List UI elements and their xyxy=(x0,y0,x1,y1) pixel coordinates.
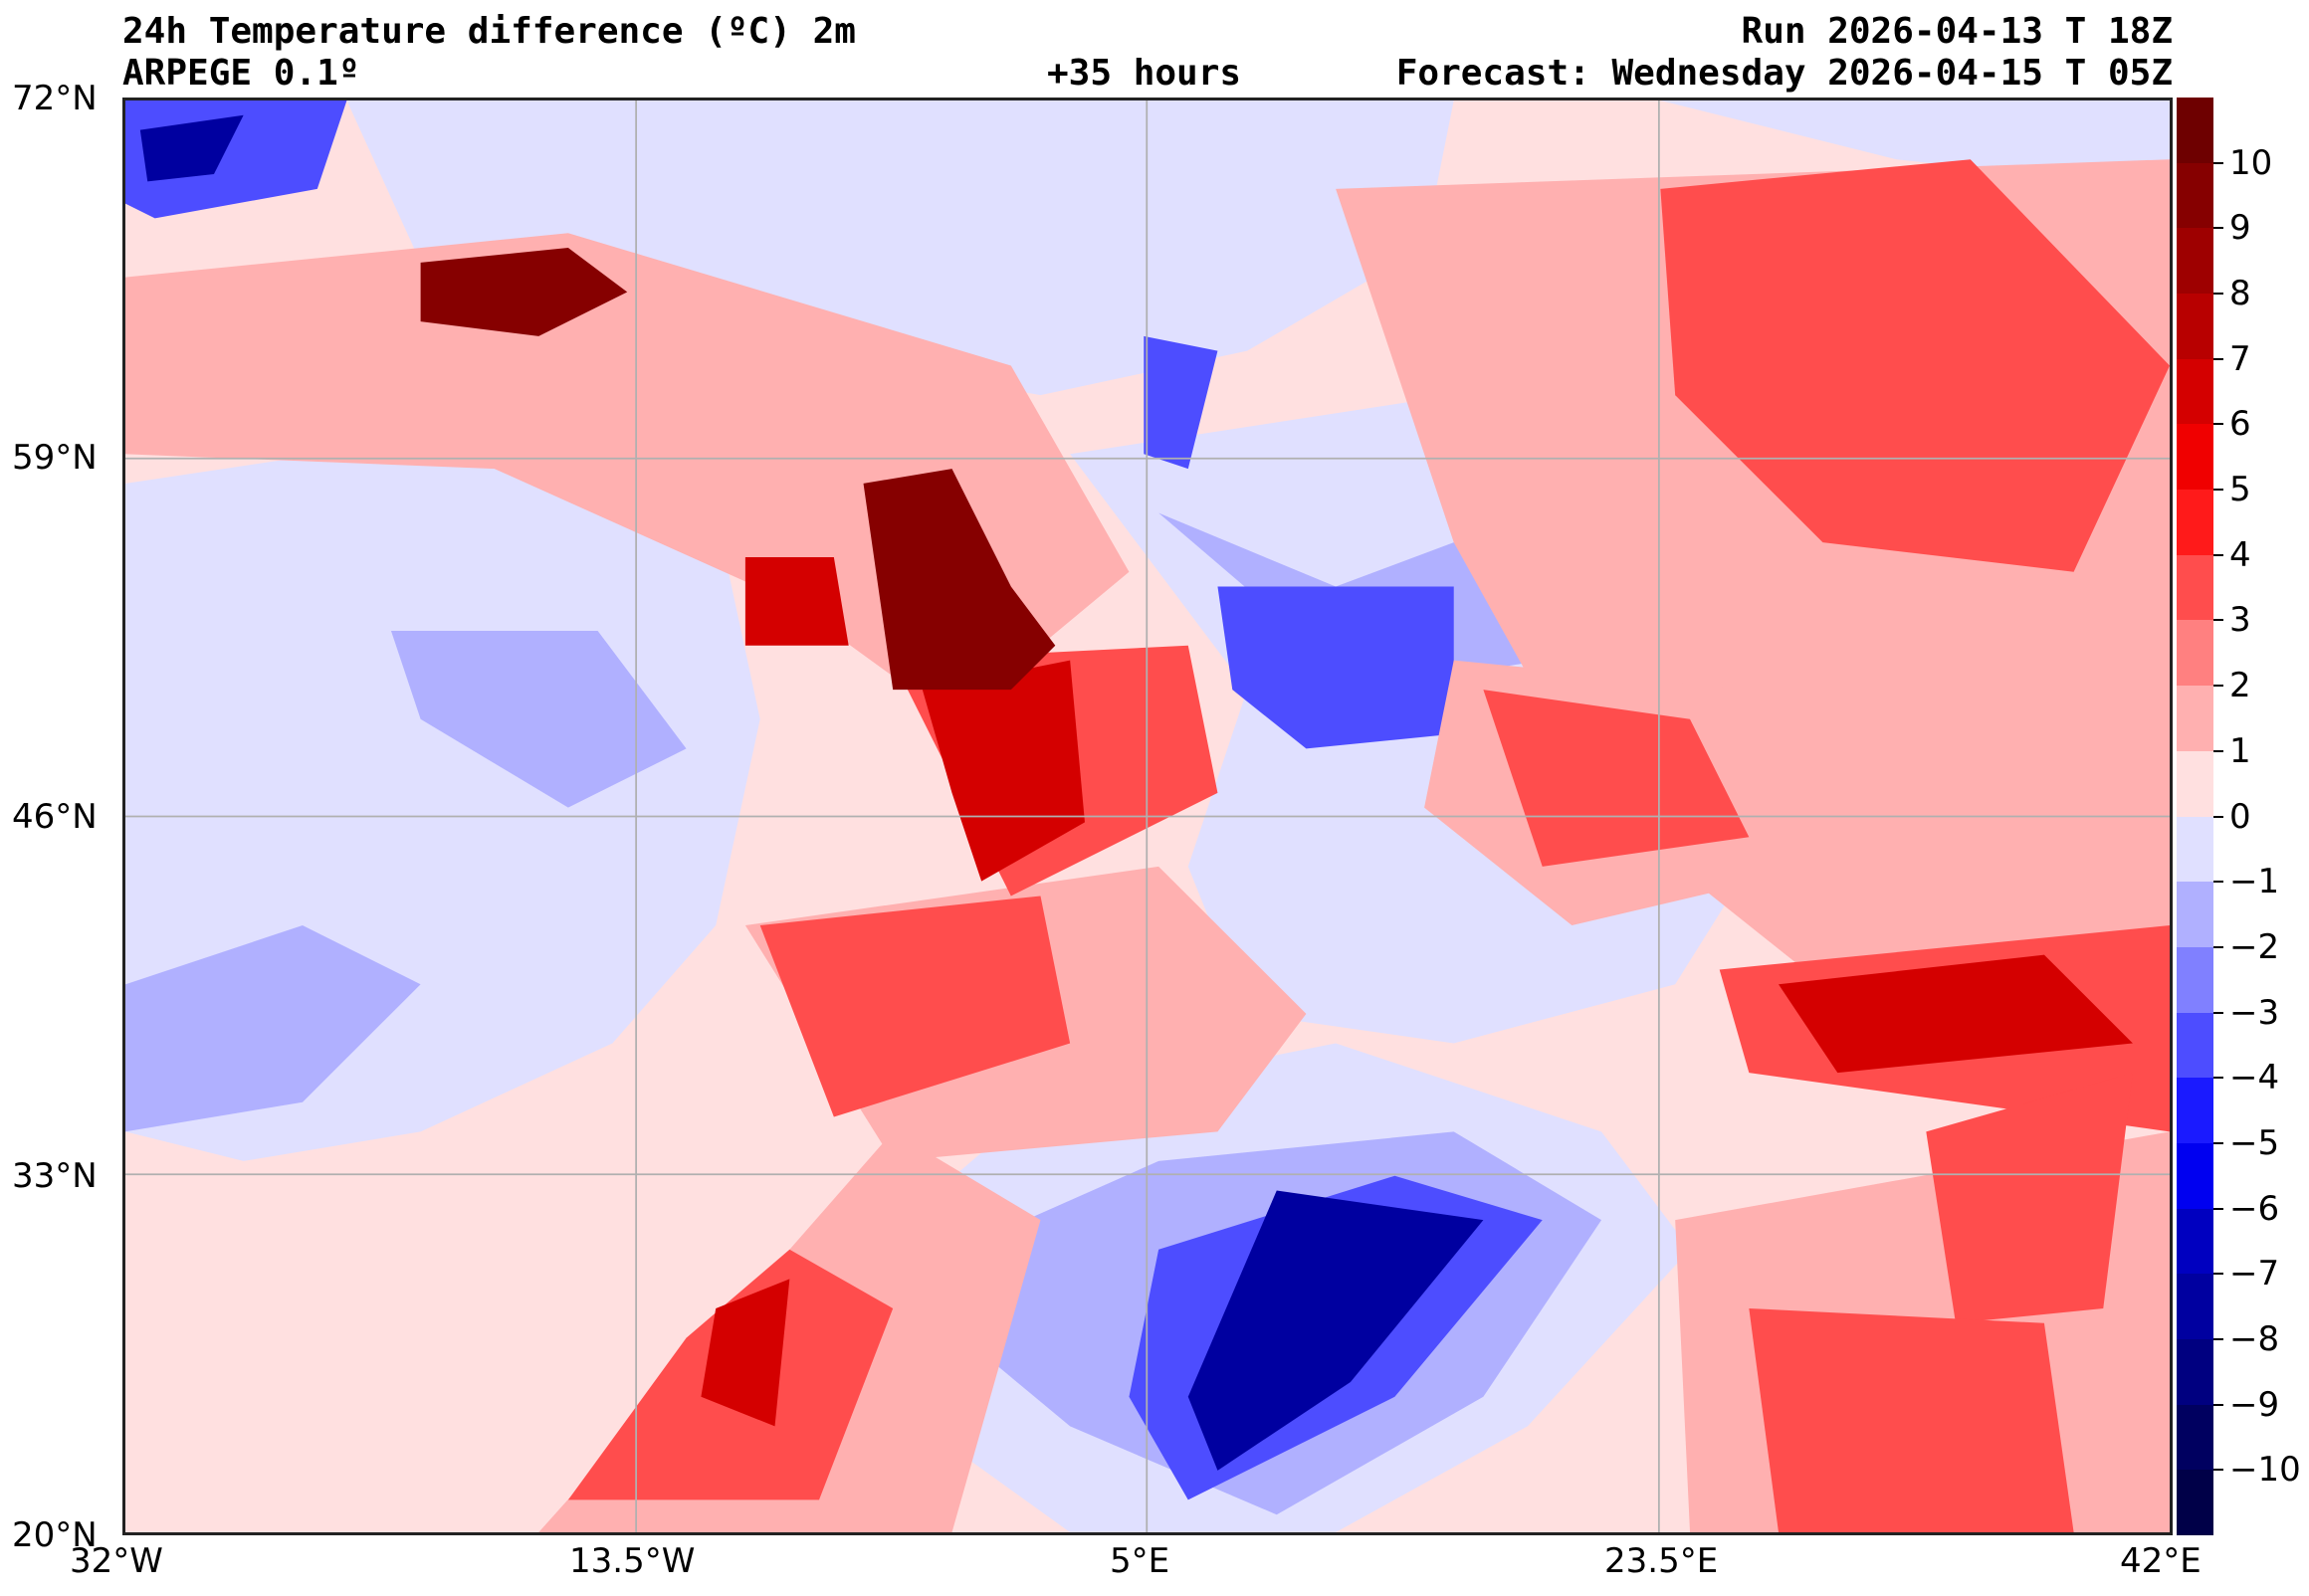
forecast-time: Forecast: Wednesday 2026-04-15 T 05Z xyxy=(1395,53,2173,94)
colorbar-tick xyxy=(2213,293,2223,296)
colorbar-segment xyxy=(2177,620,2213,687)
colorbar-tick-label: 3 xyxy=(2229,600,2251,641)
grid-lines xyxy=(125,100,2170,1532)
colorbar-tick xyxy=(2213,1141,2223,1144)
colorbar-tick-label: −3 xyxy=(2229,992,2280,1033)
colorbar-tick xyxy=(2213,423,2223,426)
colorbar-segment xyxy=(2177,946,2213,1014)
colorbar-tick xyxy=(2213,881,2223,884)
colorbar-tick-label: −10 xyxy=(2229,1450,2301,1491)
temperature-difference-map xyxy=(122,98,2173,1535)
map-field xyxy=(125,100,2170,1532)
colorbar-tick-label: 7 xyxy=(2229,338,2251,379)
colorbar-tick-label: 5 xyxy=(2229,470,2251,510)
colorbar-tick-label: −1 xyxy=(2229,862,2280,902)
colorbar-segment xyxy=(2177,1470,2213,1536)
cooling-extreme-regions xyxy=(139,114,1484,1471)
warming-very-strong-regions xyxy=(701,556,2133,1427)
colorbar-tick xyxy=(2213,489,2223,492)
colorbar-segment xyxy=(2177,1404,2213,1471)
colorbar-tick xyxy=(2213,685,2223,688)
colorbar-tick-label: −2 xyxy=(2229,926,2280,967)
colorbar-tick xyxy=(2213,619,2223,622)
colorbar-tick xyxy=(2213,1077,2223,1080)
lon-label: 23.5°E xyxy=(1604,1541,1719,1581)
colorbar-tick xyxy=(2213,1273,2223,1276)
warming-extreme-regions xyxy=(420,248,1056,691)
lat-label: 20°N xyxy=(12,1515,98,1555)
lat-label: 46°N xyxy=(12,797,98,837)
colorbar-tick xyxy=(2213,815,2223,818)
lon-label: 13.5°W xyxy=(569,1541,696,1581)
colorbar-segment xyxy=(2177,358,2213,425)
colorbar-segment xyxy=(2177,424,2213,491)
colorbar-segment xyxy=(2177,228,2213,295)
colorbar-tick xyxy=(2213,749,2223,752)
colorbar-tick xyxy=(2213,553,2223,556)
colorbar-segment xyxy=(2177,162,2213,229)
lon-label: 42°E xyxy=(2120,1541,2202,1581)
colorbar-segment xyxy=(2177,1274,2213,1340)
colorbar-tick-label: 4 xyxy=(2229,534,2251,575)
run-time: Run 2026-04-13 T 18Z xyxy=(1741,11,2173,52)
colorbar-tick-label: 8 xyxy=(2229,274,2251,314)
colorbar-segment xyxy=(2177,294,2213,360)
model-label: ARPEGE 0.1º xyxy=(122,53,360,94)
colorbar-tick xyxy=(2213,227,2223,230)
colorbar-segment xyxy=(2177,1338,2213,1406)
colorbar-segment xyxy=(2177,554,2213,621)
lon-label: 32°W xyxy=(70,1541,163,1581)
colorbar-tick-label: 1 xyxy=(2229,730,2251,771)
colorbar-segment xyxy=(2177,1142,2213,1210)
colorbar-segment xyxy=(2177,98,2213,164)
colorbar-segment xyxy=(2177,1012,2213,1079)
colorbar-tick xyxy=(2213,161,2223,164)
colorbar-tick xyxy=(2213,1337,2223,1340)
colorbar-segment xyxy=(2177,750,2213,817)
colorbar-segment xyxy=(2177,816,2213,883)
colorbar-tick xyxy=(2213,1011,2223,1014)
colorbar-segment xyxy=(2177,1208,2213,1275)
colorbar xyxy=(2177,98,2223,1536)
colorbar-tick-label: 2 xyxy=(2229,666,2251,706)
colorbar-tick-label: 0 xyxy=(2229,796,2251,837)
lat-label: 33°N xyxy=(12,1156,98,1196)
lat-label: 72°N xyxy=(12,79,98,118)
colorbar-tick-label: −6 xyxy=(2229,1188,2280,1229)
colorbar-tick xyxy=(2213,945,2223,948)
colorbar-segment xyxy=(2177,882,2213,948)
lat-label: 59°N xyxy=(12,438,98,478)
colorbar-tick-label: −9 xyxy=(2229,1384,2280,1425)
map-title: 24h Temperature difference (ºC) 2m xyxy=(122,11,856,52)
colorbar-tick-label: −4 xyxy=(2229,1058,2280,1098)
colorbar-tick-label: 9 xyxy=(2229,208,2251,249)
colorbar-segment xyxy=(2177,686,2213,752)
colorbar-tick-label: −7 xyxy=(2229,1254,2280,1295)
lead-time: +35 hours xyxy=(1047,53,1242,94)
colorbar-tick xyxy=(2213,357,2223,360)
colorbar-tick-label: 6 xyxy=(2229,404,2251,445)
colorbar-segment xyxy=(2177,1078,2213,1144)
colorbar-tick-label: 10 xyxy=(2229,142,2273,183)
lon-label: 5°E xyxy=(1110,1541,1170,1581)
colorbar-tick xyxy=(2213,1469,2223,1472)
colorbar-tick-label: −8 xyxy=(2229,1318,2280,1359)
colorbar-tick-label: −5 xyxy=(2229,1122,2280,1163)
colorbar-tick xyxy=(2213,1403,2223,1406)
colorbar-tick xyxy=(2213,1207,2223,1210)
colorbar-segment xyxy=(2177,490,2213,556)
